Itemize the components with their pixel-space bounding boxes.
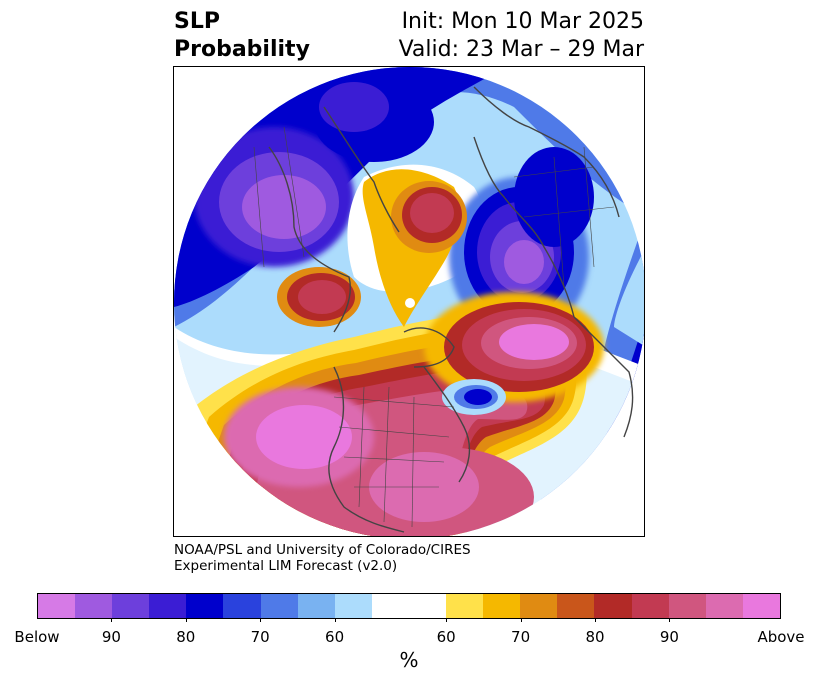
colorbar-tick-label: 90 [659, 628, 679, 646]
colorbar-tick-label: Above [757, 628, 805, 646]
colorbar-tick-mark [669, 618, 671, 622]
colorbar-tick-label: 80 [585, 628, 605, 646]
init-date: Init: Mon 10 Mar 2025 [401, 9, 644, 34]
colorbar [37, 593, 781, 619]
colorbar-segment [446, 594, 484, 618]
colorbar-segment [371, 594, 447, 618]
colorbar-tick-mark [520, 618, 522, 622]
chart-title: SLP Probability [174, 8, 310, 64]
map-fill-layer [174, 67, 644, 536]
colorbar-tick-label: 80 [176, 628, 196, 646]
colorbar-segment [186, 594, 224, 618]
colorbar-segment [557, 594, 595, 618]
title-line-slp: SLP [174, 9, 220, 34]
borders [253, 126, 615, 528]
colorbar-tick-label: 70 [250, 628, 270, 646]
colorbar-tick-label: 60 [436, 628, 456, 646]
colorbar-segment [75, 594, 113, 618]
colorbar-segment [742, 594, 780, 618]
colorbar-segment [297, 594, 335, 618]
colorbar-segment [149, 594, 187, 618]
credit-line-2: Experimental LIM Forecast (v2.0) [174, 558, 398, 574]
probability-map [174, 67, 644, 536]
colorbar-segment [223, 594, 261, 618]
colorbar-segment [112, 594, 150, 618]
map-panel [173, 66, 645, 537]
colorbar-tick-label: Below [14, 628, 60, 646]
colorbar-tick-mark [260, 618, 262, 622]
colorbar-tick-mark [334, 618, 336, 622]
credit-text: NOAA/PSL and University of Colorado/CIRE… [174, 542, 471, 574]
colorbar-tick-label: 70 [511, 628, 531, 646]
colorbar-tick-label: 90 [101, 628, 121, 646]
colorbar-tick-mark [595, 618, 596, 622]
credit-line-1: NOAA/PSL and University of Colorado/CIRE… [174, 542, 471, 558]
colorbar-tick-label: 60 [325, 628, 345, 646]
title-line-probability: Probability [174, 37, 310, 62]
colorbar-tick-mark [446, 618, 448, 622]
colorbar-segment [260, 594, 298, 618]
coastlines [268, 86, 634, 533]
colorbar-tick-mark [185, 618, 187, 622]
colorbar-segment [38, 594, 76, 618]
valid-range: Valid: 23 Mar – 29 Mar [398, 37, 644, 62]
colorbar-segment [483, 594, 521, 618]
colorbar-segment [705, 594, 743, 618]
colorbar-unit: % [399, 648, 419, 672]
forecast-dates: Init: Mon 10 Mar 2025 Valid: 23 Mar – 29… [399, 8, 644, 64]
colorbar-segment [334, 594, 372, 618]
colorbar-segment [631, 594, 669, 618]
colorbar-segment [594, 594, 632, 618]
colorbar-segment [520, 594, 558, 618]
colorbar-tick-mark [111, 618, 113, 622]
colorbar-segment [668, 594, 706, 618]
